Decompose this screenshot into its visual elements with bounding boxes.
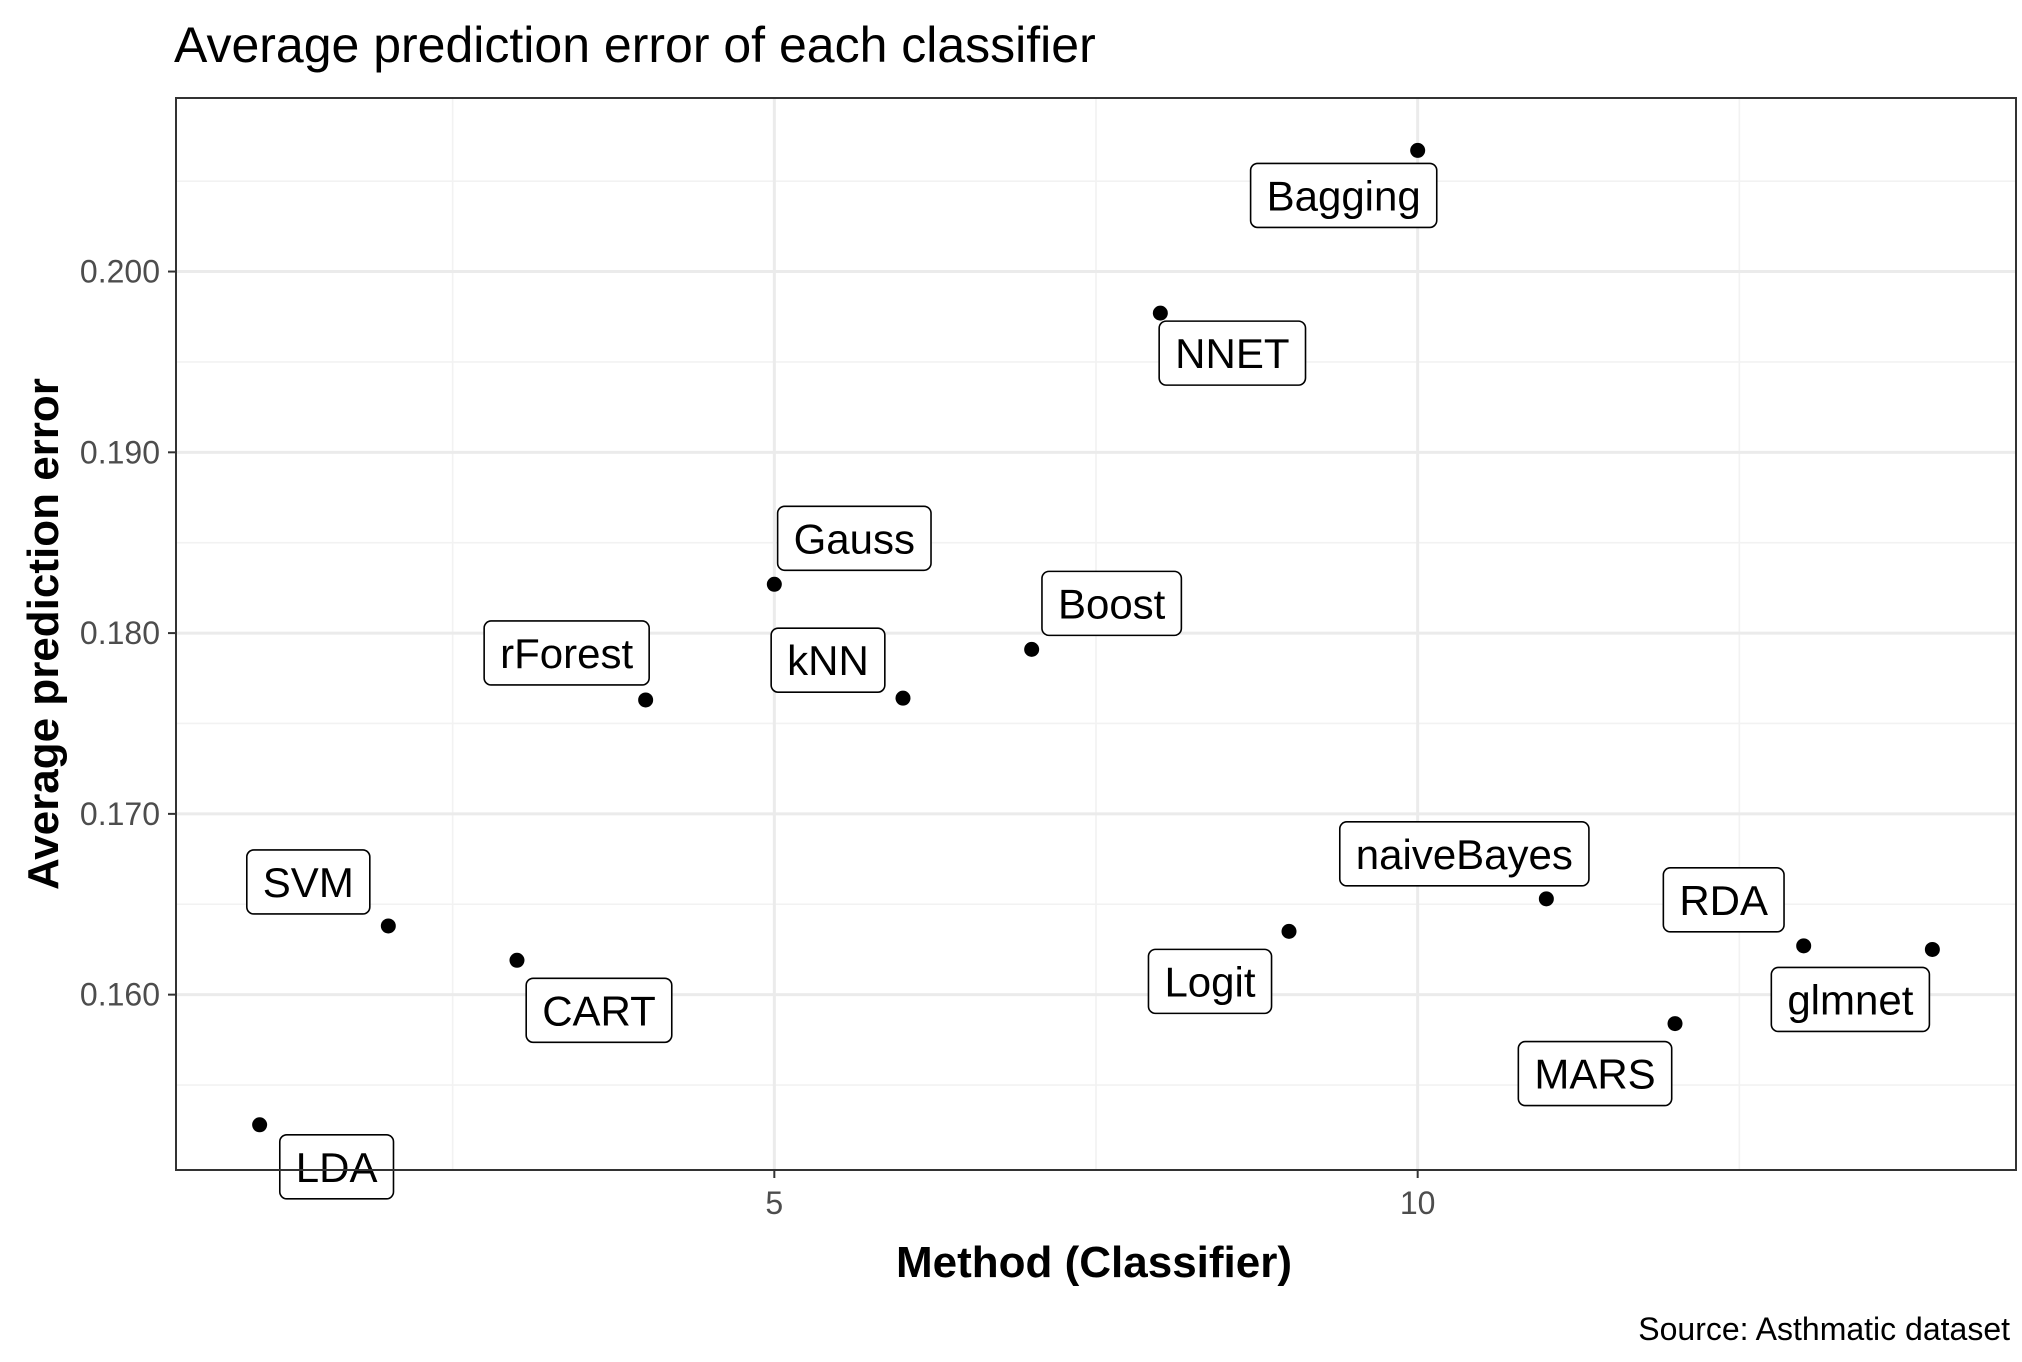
point-label: kNN [770,627,886,693]
point-label-text: SVM [263,859,354,906]
data-point [1410,142,1426,158]
data-point [895,690,911,706]
point-label-box [1517,1040,1673,1107]
point-label-box [1770,966,1931,1033]
y-axis-title: Average prediction error [19,378,68,890]
data-point [1152,305,1168,321]
y-tick-label: 0.180 [80,615,160,651]
data-point [509,952,525,968]
point-label-text: CART [542,987,656,1034]
point-label: Bagging [1249,162,1438,229]
point-label-box [770,627,886,693]
data-point [1281,923,1297,939]
point-label: RDA [1662,867,1785,933]
point-label-text: kNN [787,637,869,684]
point-label-box [483,620,650,686]
point-label-box [525,977,673,1044]
points-layer [252,142,1940,1133]
chart-caption: Source: Asthmatic dataset [1638,1311,2010,1347]
point-label-text: rForest [500,630,633,677]
x-tick-label: 10 [1400,1185,1436,1221]
point-label-box [1338,821,1590,887]
point-label-box [1147,948,1273,1015]
point-label-box [278,1134,395,1200]
point-labels-layer: LDA SVM CART rForest Gauss kNN Boost NNET Logit B… [245,162,1931,1200]
y-tick-label: 0.190 [80,434,160,470]
x-axis-title: Method (Classifier) [896,1238,1292,1287]
y-axis: 0.160 0.170 0.180 0.190 0.200 [80,254,176,1013]
point-label: NNET [1158,320,1307,386]
point-label: LDA [278,1134,395,1200]
point-label-text: RDA [1679,877,1768,924]
point-label-text: Gauss [794,515,915,562]
data-point [1667,1016,1683,1032]
point-label: SVM [245,849,371,915]
point-label-text: naiveBayes [1356,831,1573,878]
point-label: Boost [1041,570,1183,637]
data-point [1924,941,1940,957]
y-tick-label: 0.160 [80,977,160,1013]
chart-title: Average prediction error of each classif… [174,17,1096,73]
point-label-text: MARS [1534,1051,1655,1098]
point-label-text: Bagging [1267,172,1421,219]
y-tick-label: 0.200 [80,254,160,290]
point-label: glmnet [1770,966,1931,1033]
point-label: MARS [1517,1040,1673,1107]
data-point [380,918,396,934]
point-label-text: Logit [1164,958,1255,1005]
data-point [638,692,654,708]
point-label: Logit [1147,948,1273,1015]
point-label-box [1662,867,1785,933]
point-label-box [245,849,371,915]
data-point [766,576,782,592]
point-label-text: glmnet [1787,976,1913,1023]
data-point [252,1117,268,1133]
point-label-text: NNET [1175,330,1289,377]
point-label-text: Boost [1058,580,1166,627]
point-label-box [776,505,932,572]
y-tick-label: 0.170 [80,796,160,832]
point-label-box [1041,570,1183,637]
point-label: CART [525,977,673,1044]
point-label: naiveBayes [1338,821,1590,887]
data-point [1024,641,1040,657]
point-label: Gauss [776,505,932,572]
point-label-box [1158,320,1307,386]
x-tick-label: 5 [765,1185,783,1221]
x-axis: 5 10 [765,1170,1435,1221]
point-label-text: LDA [296,1144,378,1191]
data-point [1796,938,1812,954]
point-label: rForest [483,620,650,686]
point-label-box [1249,162,1438,229]
data-point [1538,891,1554,907]
